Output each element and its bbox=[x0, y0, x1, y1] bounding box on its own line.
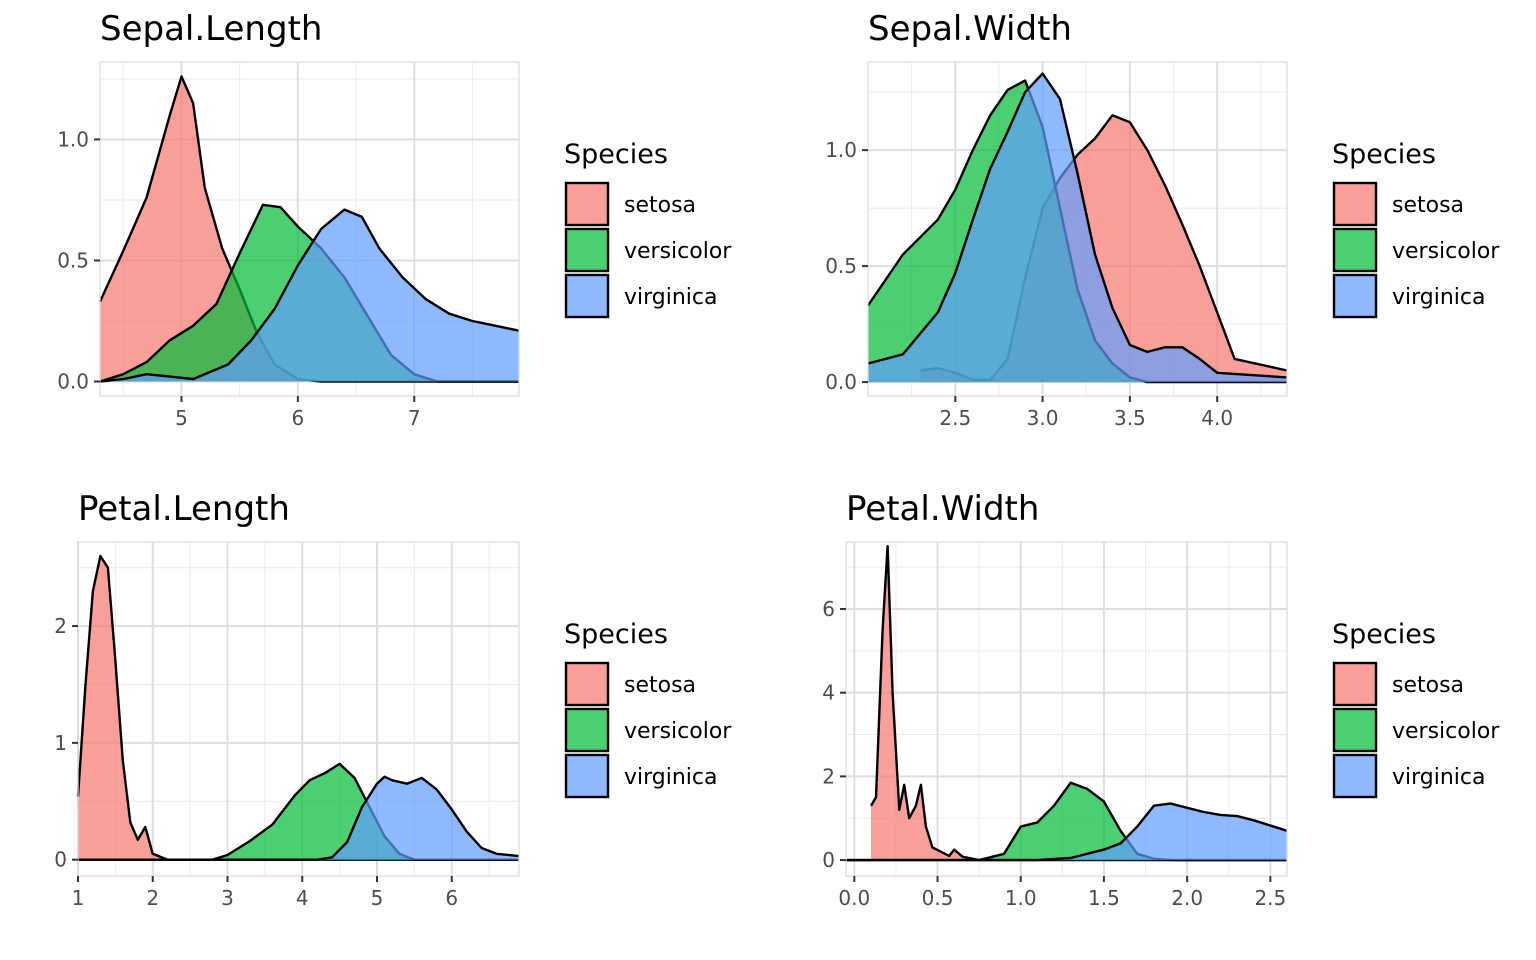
density-area-setosa bbox=[920, 115, 1287, 383]
density-area-setosa bbox=[100, 76, 519, 382]
y-tick-label: 0.5 bbox=[825, 254, 857, 278]
legend-label-setosa: setosa bbox=[1392, 193, 1464, 218]
legend-key-virginica bbox=[1332, 273, 1378, 319]
x-tick-label: 3 bbox=[221, 886, 234, 910]
x-tick-label: 2.5 bbox=[939, 406, 971, 430]
y-tick-label: 6 bbox=[822, 597, 835, 621]
density-line-setosa bbox=[869, 545, 1287, 862]
legend-label-versicolor: versicolor bbox=[624, 239, 732, 264]
legend-key-versicolor bbox=[564, 227, 610, 273]
legend-label-setosa: setosa bbox=[624, 193, 696, 218]
x-tick-label: 1.0 bbox=[1005, 886, 1037, 910]
x-tick-label: 0.0 bbox=[838, 886, 870, 910]
legend-key-virginica bbox=[1332, 753, 1378, 799]
density-line-virginica bbox=[867, 72, 1288, 379]
y-tick-label: 0.5 bbox=[57, 248, 89, 272]
x-tick-label: 4.0 bbox=[1201, 406, 1233, 430]
legend-title: Species bbox=[1332, 619, 1436, 650]
density-line-virginica bbox=[78, 775, 520, 861]
legend-key-versicolor bbox=[1332, 227, 1378, 273]
legend-key-setosa bbox=[1332, 661, 1378, 707]
legend-key-setosa bbox=[1332, 181, 1378, 227]
legend: Species setosa versicolor virginica bbox=[564, 619, 732, 799]
y-tick-label: 1.0 bbox=[57, 127, 89, 151]
x-tick-label: 5 bbox=[371, 886, 384, 910]
legend-title: Species bbox=[1332, 139, 1436, 170]
legend-label-virginica: virginica bbox=[1392, 285, 1486, 310]
chart-title: Petal.Length bbox=[78, 489, 290, 529]
panel-border bbox=[845, 541, 1288, 877]
y-tick-label: 0.0 bbox=[57, 369, 89, 393]
x-tick-label: 2.5 bbox=[1254, 886, 1286, 910]
y-tick-label: 2 bbox=[822, 764, 835, 788]
x-tick-label: 2.0 bbox=[1171, 886, 1203, 910]
y-tick-label: 1 bbox=[54, 731, 67, 755]
chart-title: Sepal.Width bbox=[868, 9, 1072, 49]
legend: Species setosa versicolor virginica bbox=[1332, 619, 1500, 799]
legend: Species setosa versicolor virginica bbox=[564, 139, 732, 319]
legend-label-setosa: setosa bbox=[1392, 673, 1464, 698]
x-tick-label: 6 bbox=[445, 886, 458, 910]
y-tick-label: 2 bbox=[54, 614, 67, 638]
density-area-setosa bbox=[871, 546, 1287, 861]
legend-key-setosa bbox=[564, 661, 610, 707]
legend-label-versicolor: versicolor bbox=[624, 719, 732, 744]
chart-panel-1: Sepal.Length 5 6 7 0.0 0.5 1.0 Species setosa ver… bbox=[57, 9, 732, 430]
legend-label-virginica: virginica bbox=[624, 765, 718, 790]
density-line-virginica bbox=[99, 208, 520, 383]
x-tick-label: 2 bbox=[146, 886, 159, 910]
x-tick-label: 4 bbox=[296, 886, 309, 910]
legend-title: Species bbox=[564, 139, 668, 170]
x-tick-label: 5 bbox=[175, 406, 188, 430]
x-tick-label: 7 bbox=[408, 406, 421, 430]
legend-key-virginica bbox=[564, 273, 610, 319]
density-area-virginica bbox=[846, 803, 1287, 861]
y-tick-label: 4 bbox=[822, 681, 835, 705]
legend-key-versicolor bbox=[564, 707, 610, 753]
y-tick-label: 1.0 bbox=[825, 138, 857, 162]
chart-panel-4: Petal.Width 0.0 0.5 1.0 1.5 2.0 2.5 0 2 4 6 Species… bbox=[822, 489, 1500, 910]
legend-label-setosa: setosa bbox=[624, 673, 696, 698]
legend-key-setosa bbox=[564, 181, 610, 227]
chart-title: Sepal.Length bbox=[100, 9, 322, 49]
y-tick-label: 0.0 bbox=[825, 370, 857, 394]
density-area-virginica bbox=[868, 73, 1287, 383]
legend-label-virginica: virginica bbox=[624, 285, 718, 310]
panel-border bbox=[77, 541, 520, 877]
density-area-virginica bbox=[78, 776, 519, 860]
x-tick-label: 1.5 bbox=[1088, 886, 1120, 910]
density-area-versicolor bbox=[78, 763, 519, 860]
legend-label-virginica: virginica bbox=[1392, 765, 1486, 790]
y-tick-label: 0 bbox=[54, 848, 67, 872]
x-tick-label: 3.5 bbox=[1114, 406, 1146, 430]
x-tick-label: 1 bbox=[72, 886, 85, 910]
y-tick-label: 0 bbox=[822, 848, 835, 872]
legend-key-versicolor bbox=[1332, 707, 1378, 753]
chart-title: Petal.Width bbox=[846, 489, 1039, 529]
x-tick-label: 0.5 bbox=[922, 886, 954, 910]
legend-label-versicolor: versicolor bbox=[1392, 719, 1500, 744]
density-line-setosa bbox=[76, 554, 519, 861]
density-area-versicolor bbox=[846, 782, 1287, 861]
x-tick-label: 3.0 bbox=[1027, 406, 1059, 430]
panel-border bbox=[99, 61, 520, 397]
x-tick-label: 6 bbox=[291, 406, 304, 430]
panel-border bbox=[867, 61, 1288, 397]
legend-label-versicolor: versicolor bbox=[1392, 239, 1500, 264]
density-line-virginica bbox=[846, 802, 1288, 862]
legend: Species setosa versicolor virginica bbox=[1332, 139, 1500, 319]
density-area-virginica bbox=[100, 209, 519, 382]
chart-panel-2: Sepal.Width 2.5 3.0 3.5 4.0 0.0 0.5 1.0 Species s… bbox=[825, 9, 1500, 430]
legend-key-virginica bbox=[564, 753, 610, 799]
legend-title: Species bbox=[564, 619, 668, 650]
density-area-setosa bbox=[78, 556, 519, 860]
